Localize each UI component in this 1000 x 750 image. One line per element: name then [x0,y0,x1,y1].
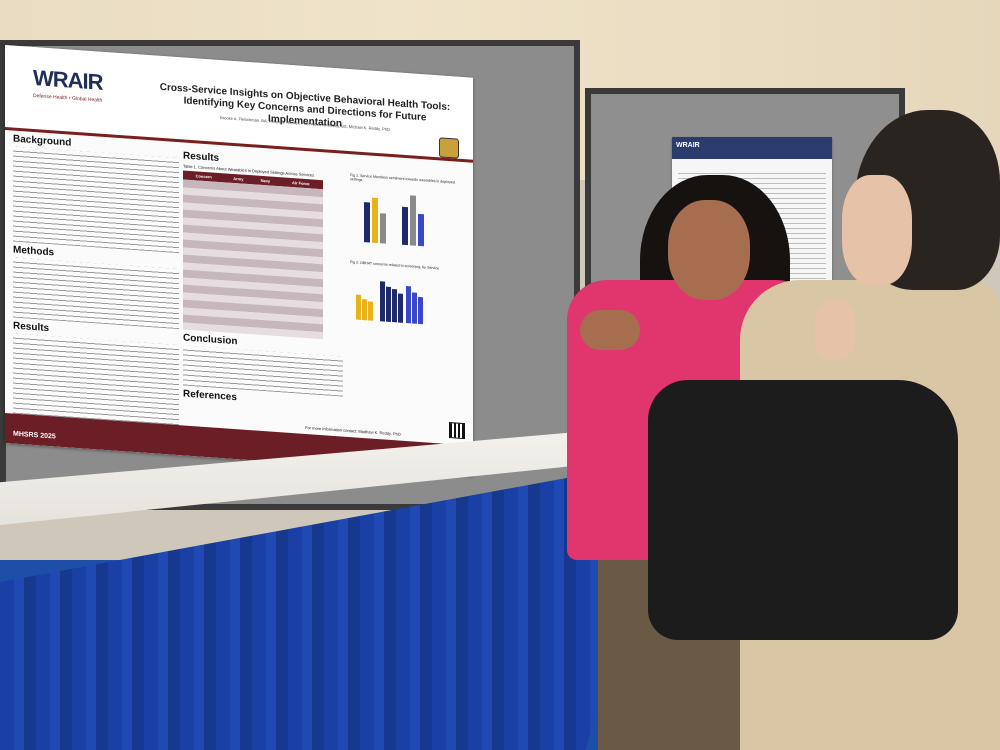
fig2-bar [418,296,423,325]
wrair-logo: WRAIR [33,64,103,95]
fig2-bar [386,286,391,322]
research-poster: WRAIR Defense Health • Global Health Cro… [5,45,473,476]
fig1-bar [372,197,378,244]
fig1-bar [410,195,416,246]
poster-left-column: Background Methods Results [13,131,179,431]
visitor-hand [815,300,855,360]
fig1-bar [380,213,386,244]
poster-right-column: Fig 1. Service Members sentiment towards… [350,169,465,435]
fig2-bar [412,292,417,324]
neighbor-poster-header [672,137,832,159]
visitor-face [842,175,912,285]
fig2-bar [406,286,411,324]
fig2-bar [362,298,367,321]
fig2-bar [398,293,403,323]
fig1-bar [418,213,424,247]
fig2-bar [356,294,361,320]
black-leather-handbag [648,380,958,640]
background-text-lines [13,146,179,254]
figure-2-bar-chart [356,281,423,325]
neighbor-poster-logo: WRAIR [676,142,700,149]
figure-1-bar-chart [364,195,424,247]
fig2-bar [368,301,373,321]
fig2-bar [392,289,397,323]
fig2-bar [380,281,385,322]
fig1-bar [364,202,370,243]
army-crest-icon [439,137,459,159]
concerns-table: Concern Army Navy Air Force [183,170,323,340]
methods-text-lines [13,257,179,330]
fig1-bar [402,206,408,246]
conclusion-text-lines [183,345,343,397]
presenter-face [668,200,750,300]
presenter-gesturing-hand [580,310,640,350]
qr-code-icon [449,422,465,440]
poster-middle-column: Results Table 1. Concerns About Wearable… [183,147,343,426]
